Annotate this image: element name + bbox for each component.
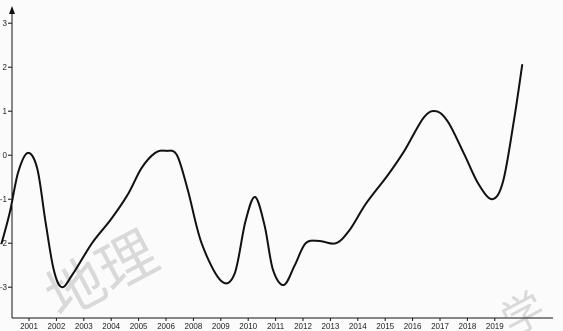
- x-tick-label: 2016: [404, 322, 422, 331]
- x-tick-label: 2013: [322, 322, 340, 331]
- watermark: 地理 学: [35, 218, 554, 331]
- y-axis-arrow: [9, 6, 15, 14]
- y-tick-label: 0: [3, 151, 8, 160]
- x-tick-label: 2002: [48, 322, 66, 331]
- y-tick-label: -3: [0, 283, 8, 292]
- x-tick-label: 2009: [212, 322, 230, 331]
- x-tick-label: 2017: [431, 322, 449, 331]
- chart-axes: [9, 6, 553, 319]
- x-tick-label: 2001: [20, 322, 38, 331]
- y-tick-label: 3: [3, 19, 8, 28]
- x-tick-group: 2001 2002 2003 2004 2005 2006 2008 2009 2010 2011…: [20, 318, 504, 331]
- x-tick-label: 2004: [102, 322, 120, 331]
- x-tick-label: 2010: [239, 322, 257, 331]
- x-tick-label: 2012: [294, 322, 312, 331]
- x-tick-label: 2006: [157, 322, 175, 331]
- series-line: [0, 64, 524, 289]
- x-tick-label: 2014: [349, 322, 367, 331]
- x-tick-label: 2015: [376, 322, 394, 331]
- x-tick-label: 2008: [185, 322, 203, 331]
- y-tick-label: 1: [3, 107, 8, 116]
- y-tick-label: -1: [0, 195, 8, 204]
- x-tick-label: 2005: [130, 322, 148, 331]
- y-tick-group: -3 -2 -1 0 1 2 3: [0, 19, 12, 292]
- x-tick-label: 2003: [75, 322, 93, 331]
- x-tick-label: 2018: [459, 322, 477, 331]
- x-tick-label: 2019: [486, 322, 504, 331]
- y-tick-label: 2: [3, 63, 8, 72]
- y-tick-label: -2: [0, 239, 8, 248]
- x-tick-label: 2011: [267, 322, 285, 331]
